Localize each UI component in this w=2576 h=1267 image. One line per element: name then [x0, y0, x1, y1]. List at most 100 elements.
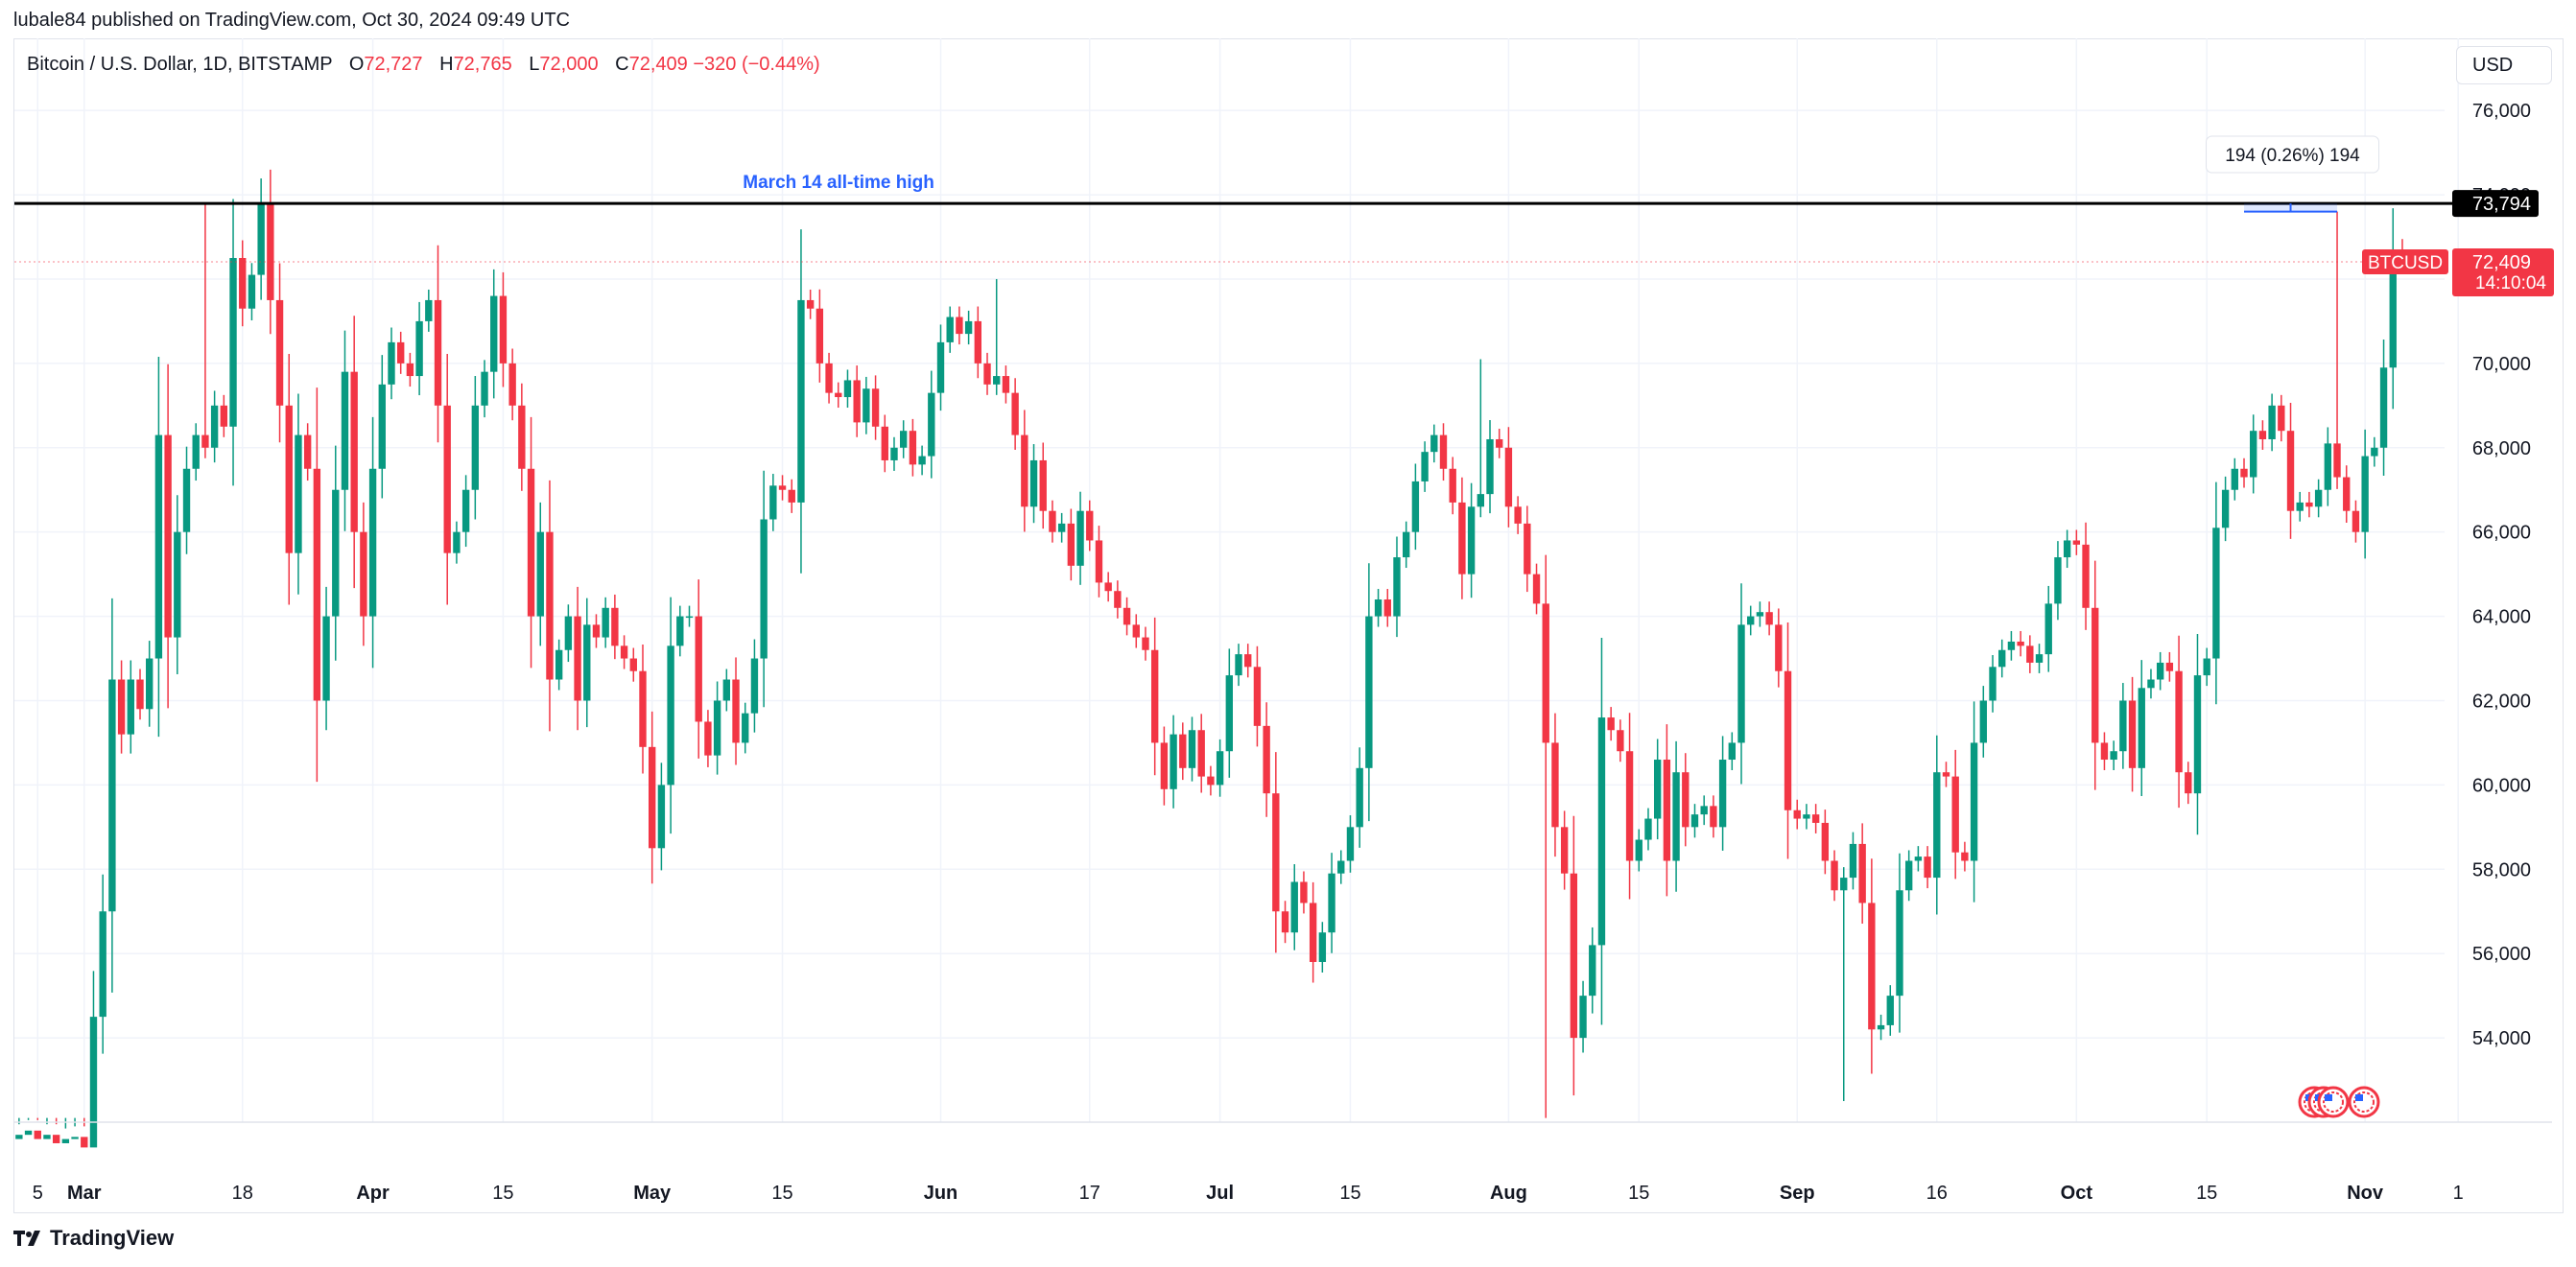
candle-body: [1458, 502, 1466, 575]
candle-body: [1672, 772, 1680, 861]
candle-body: [117, 679, 126, 735]
us-flag-event-icon[interactable]: [2317, 1086, 2350, 1118]
candle-body: [2268, 405, 2276, 439]
candle-body: [154, 434, 163, 659]
candle-body: [1504, 447, 1513, 507]
candle-body: [1439, 434, 1448, 469]
candle-body: [1868, 903, 1876, 1030]
candle-body: [2110, 751, 2117, 761]
x-tick-label: Sep: [1780, 1183, 1815, 1204]
us-flag-event-icon[interactable]: [2348, 1086, 2380, 1118]
candle-body: [1374, 599, 1383, 617]
candle-body: [788, 489, 795, 503]
candle-body: [453, 531, 461, 553]
candle-body: [2296, 502, 2304, 511]
chart-frame: [13, 38, 2564, 1213]
candle-body: [1570, 873, 1578, 1039]
candle-body: [1300, 881, 1308, 903]
x-tick-label: 15: [492, 1183, 513, 1204]
candle-body: [2007, 641, 2016, 650]
y-tick-label: 66,000: [2472, 523, 2531, 544]
currency-button[interactable]: USD: [2456, 46, 2552, 84]
candle-body: [1328, 873, 1335, 933]
candle-body: [1421, 452, 1429, 481]
candle-body: [1849, 843, 1857, 879]
candle-body: [1682, 772, 1690, 828]
candle-body: [1560, 827, 1569, 874]
candle-body: [1290, 881, 1298, 933]
candle-body: [928, 392, 935, 457]
candle-body: [1197, 730, 1205, 777]
candle-body: [220, 405, 228, 427]
candle-body: [1076, 510, 1084, 566]
x-tick-label: 17: [1079, 1183, 1100, 1204]
candle-body: [2371, 447, 2378, 457]
candle-body: [1467, 506, 1476, 575]
candle-body: [564, 616, 573, 650]
candle-body: [2175, 670, 2183, 773]
candle-body: [1095, 540, 1103, 583]
candle-body: [1524, 523, 1531, 575]
candle-body: [461, 489, 470, 532]
candle-body: [881, 426, 888, 460]
candle-body: [2100, 742, 2109, 761]
candle-body: [863, 388, 870, 423]
candle-body: [415, 320, 423, 377]
candle-body: [2193, 675, 2202, 794]
candle-body: [1663, 760, 1671, 861]
candle-body: [2343, 477, 2351, 511]
candle-body: [629, 658, 637, 671]
candle-body: [2138, 688, 2145, 768]
candle-body: [1896, 890, 1903, 997]
symbol-title[interactable]: Bitcoin / U.S. Dollar, 1D, BITSTAMP: [27, 54, 333, 75]
candle-body: [43, 1135, 51, 1139]
candle-body: [1114, 591, 1122, 608]
candle-body: [825, 363, 833, 393]
candle-body: [602, 607, 609, 638]
candle-body: [490, 295, 498, 372]
candle-body: [1542, 603, 1549, 743]
change-value: −320 (−0.44%): [693, 54, 820, 75]
candle-body: [1690, 814, 1699, 828]
candle-body: [1840, 878, 1848, 891]
candle-body: [71, 1137, 79, 1139]
countdown-label: 14:10:04: [2475, 273, 2546, 293]
brand-name: TradingView: [50, 1226, 175, 1250]
y-tick-label: 76,000: [2472, 101, 2531, 122]
candle-body: [229, 257, 237, 427]
candle-body: [1235, 654, 1242, 676]
candle-body: [2203, 658, 2210, 676]
candle-body: [52, 1135, 60, 1143]
candle-body: [1365, 616, 1373, 768]
symbol-tag: [2362, 248, 2448, 274]
candle-body: [1979, 700, 1987, 743]
candle-body: [1346, 827, 1355, 861]
candle-body: [1914, 856, 1923, 861]
grid: [14, 38, 2459, 1122]
candle-body: [1728, 742, 1736, 761]
candle-body: [267, 203, 274, 300]
candle-body: [1309, 903, 1317, 962]
candle-body: [713, 700, 721, 756]
candle-body: [1337, 860, 1345, 874]
candle-body: [471, 405, 480, 490]
candle-body: [1132, 624, 1140, 638]
symbol-tag-label: BTCUSD: [2368, 253, 2443, 273]
last-price-label: 72,409: [2472, 252, 2531, 273]
candle-body: [322, 616, 330, 701]
candle-body: [2072, 540, 2081, 545]
candle-body: [1625, 751, 1634, 861]
candle-body: [1784, 670, 1792, 810]
candle-body: [667, 645, 674, 786]
close-label: C: [615, 54, 629, 75]
tradingview-brand[interactable]: TradingView: [13, 1226, 174, 1251]
x-tick-label: Oct: [2061, 1183, 2093, 1204]
candle-body: [956, 317, 963, 335]
candle-body: [2017, 641, 2024, 646]
candle-body: [2156, 662, 2164, 680]
candle-body: [946, 317, 954, 342]
candle-body: [1635, 839, 1642, 861]
x-tick-label: Mar: [67, 1183, 102, 1204]
candle-body: [1160, 742, 1169, 789]
